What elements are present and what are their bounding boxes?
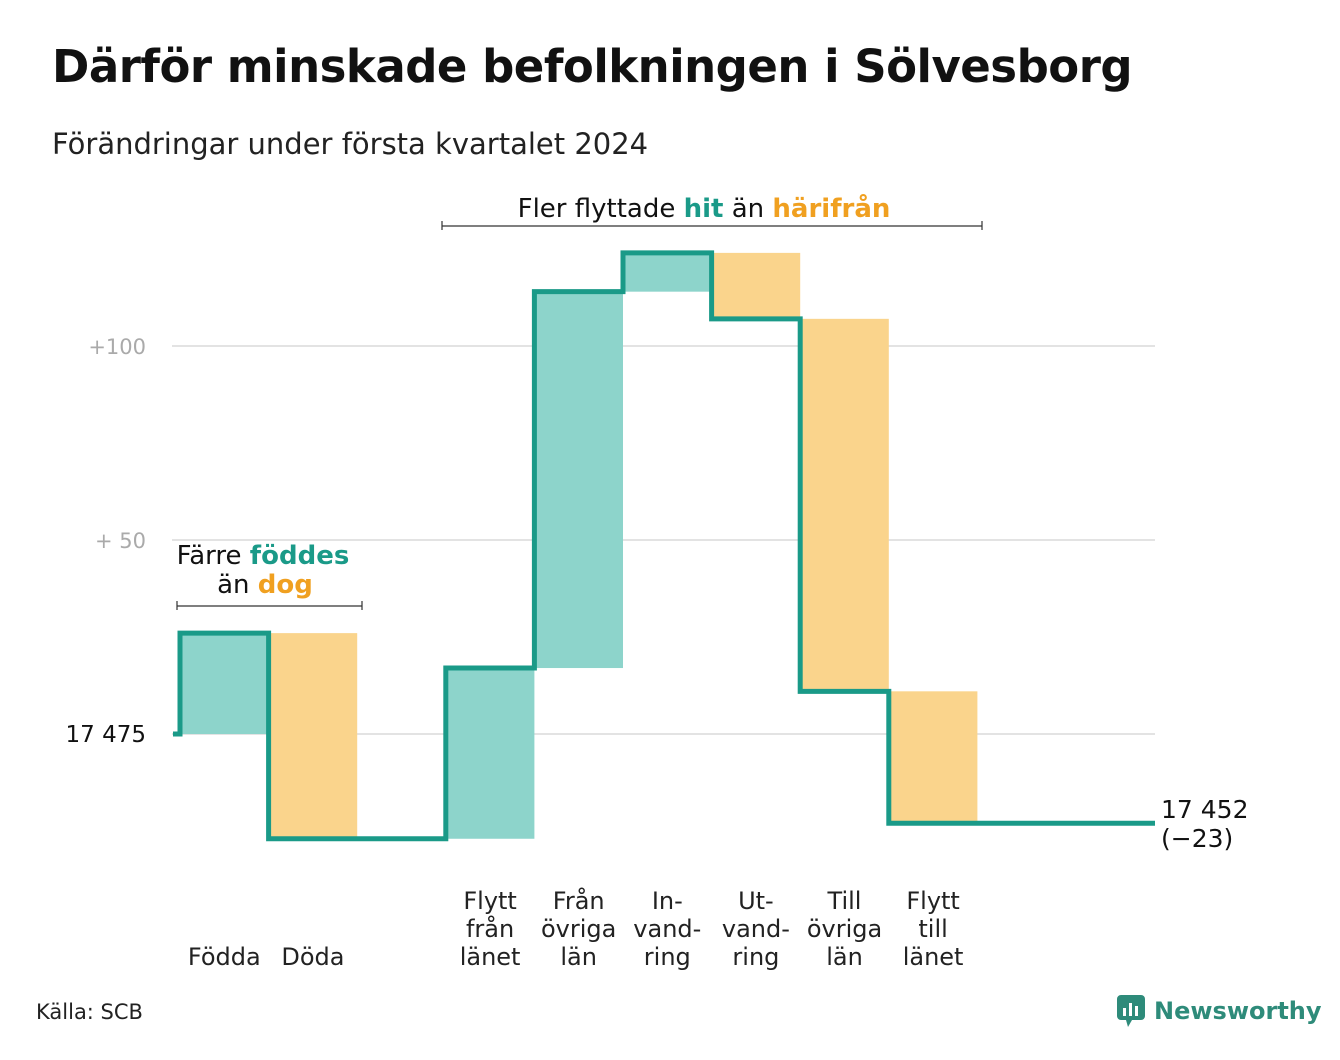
bar-6 bbox=[711, 252, 801, 319]
category-label-4-1: övriga bbox=[541, 915, 616, 943]
category-label-8-0: Flytt bbox=[906, 887, 960, 915]
svg-text:Fler flyttade hit än härifrån: Fler flyttade hit än härifrån bbox=[518, 192, 891, 224]
category-labels: Födda DödaFlyttfrånlänetFrånövrigalänIn-v… bbox=[188, 886, 964, 971]
category-label-8-1: till bbox=[918, 915, 947, 943]
brand-logo: Newsworthy bbox=[1116, 994, 1322, 1028]
category-label-4-0: Från bbox=[553, 886, 605, 915]
births-annotation: Färre föddes än dog bbox=[176, 541, 363, 610]
migration-ann-text-2: än bbox=[723, 194, 772, 224]
chart-title: Därför minskade befolkningen i Sölvesbor… bbox=[52, 40, 1133, 93]
brand-name: Newsworthy bbox=[1154, 997, 1322, 1025]
category-label-7-1: övriga bbox=[807, 915, 882, 943]
end-change-label: (−23) bbox=[1161, 824, 1233, 853]
running-total-path bbox=[173, 250, 1155, 842]
y-axis-ticks: 17 475 + 50 +100 bbox=[66, 335, 146, 748]
category-label-7-2: län bbox=[826, 943, 863, 971]
bar-1 bbox=[268, 633, 358, 839]
end-value-label: 17 452 bbox=[1161, 795, 1248, 824]
bar-7 bbox=[800, 318, 889, 692]
category-label-0-0: Födda bbox=[188, 943, 261, 971]
migration-annotation: Fler flyttade hit än härifrån bbox=[441, 192, 983, 230]
category-label-8-2: länet bbox=[903, 943, 964, 971]
category-label-1-0: Döda bbox=[281, 943, 344, 971]
migration-ann-highlight-1: hit bbox=[684, 194, 724, 224]
bar-4 bbox=[534, 291, 623, 669]
chart-subtitle: Förändringar under första kvartalet 2024 bbox=[52, 127, 649, 161]
category-label-6-1: vand- bbox=[722, 915, 790, 943]
category-label-3-0: Flytt bbox=[463, 887, 517, 915]
births-ann-highlight-1: föddes bbox=[250, 541, 350, 571]
y-tick-label-2: +100 bbox=[88, 335, 146, 359]
category-label-5-2: ring bbox=[644, 943, 691, 971]
source-note: Källa: SCB bbox=[36, 1000, 143, 1024]
births-ann-highlight-2: dog bbox=[258, 570, 313, 600]
bar-0 bbox=[180, 633, 269, 734]
category-label-7-0: Till bbox=[827, 887, 862, 915]
migration-ann-highlight-2: härifrån bbox=[772, 192, 890, 224]
births-ann-text-1: Färre bbox=[177, 541, 250, 571]
category-label-3-1: från bbox=[466, 914, 514, 943]
bar-8 bbox=[888, 691, 978, 824]
svg-text:än dog: än dog bbox=[217, 570, 313, 600]
category-label-6-2: ring bbox=[732, 943, 779, 971]
running-total-line bbox=[173, 250, 1155, 842]
category-label-4-2: län bbox=[560, 943, 597, 971]
y-tick-label-0: 17 475 bbox=[66, 722, 146, 748]
newsworthy-logo-icon bbox=[1117, 995, 1145, 1027]
category-label-5-1: vand- bbox=[633, 915, 701, 943]
y-tick-label-1: + 50 bbox=[95, 529, 146, 553]
migration-ann-text-1: Fler flyttade bbox=[518, 194, 684, 224]
category-label-5-0: In- bbox=[652, 887, 683, 915]
births-ann-text-2: än bbox=[217, 570, 258, 600]
bar-5 bbox=[623, 252, 712, 292]
bar-3 bbox=[445, 668, 535, 839]
category-label-6-0: Ut- bbox=[738, 887, 774, 915]
bars bbox=[180, 252, 978, 839]
category-label-3-2: länet bbox=[460, 943, 521, 971]
svg-text:Färre föddes: Färre föddes bbox=[177, 541, 350, 571]
